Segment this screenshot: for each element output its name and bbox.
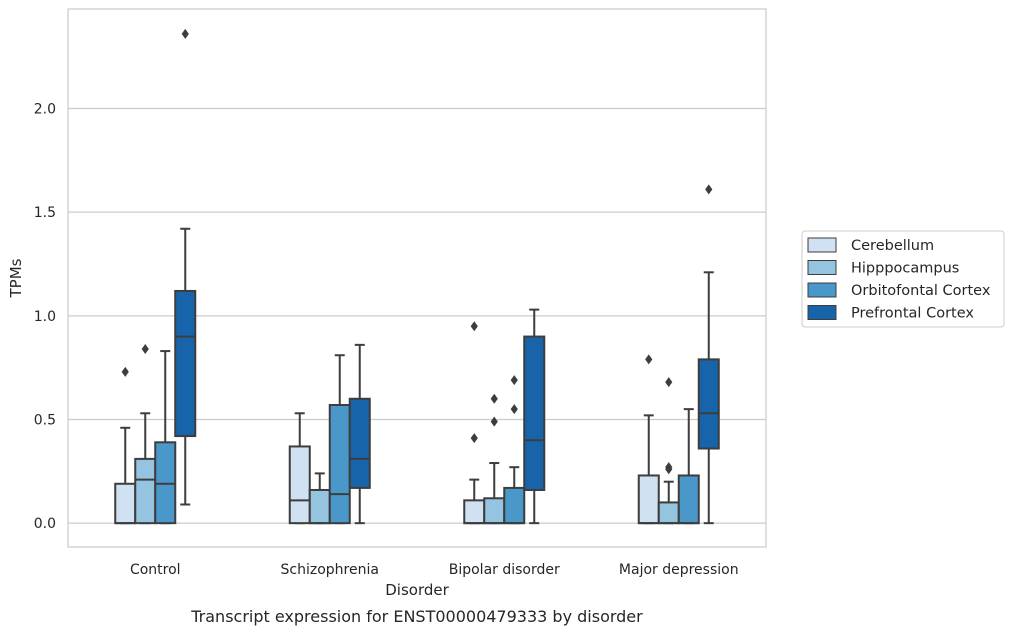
box-prefrontal-cortex bbox=[523, 335, 546, 491]
box-orbitofontal-cortex bbox=[677, 474, 700, 525]
box-group bbox=[637, 184, 720, 525]
outlier-point bbox=[665, 462, 673, 473]
y-tick-label: 0.5 bbox=[34, 412, 56, 428]
box-hipppocampus bbox=[483, 497, 506, 525]
outlier-point bbox=[141, 344, 149, 355]
y-axis-ticks: 0.0 0.5 1.0 1.5 2.0 bbox=[34, 102, 56, 533]
legend-item: Hipppocampus bbox=[807, 260, 959, 277]
box-group bbox=[114, 28, 197, 525]
legend-swatch bbox=[807, 282, 837, 298]
box-prefrontal-cortex bbox=[697, 358, 720, 450]
box-cerebellum bbox=[463, 499, 486, 525]
outlier-point bbox=[470, 321, 478, 332]
outlier-point bbox=[470, 433, 478, 444]
legend-item: Cerebellum bbox=[807, 237, 934, 254]
box-hipppocampus bbox=[308, 488, 331, 525]
legend-label: Hipppocampus bbox=[851, 261, 959, 277]
chart-caption: Transcript expression for ENST0000047933… bbox=[190, 607, 643, 626]
box-prefrontal-cortex bbox=[174, 289, 197, 438]
legend-swatch bbox=[807, 260, 837, 275]
plot-frame bbox=[67, 8, 767, 548]
x-tick-label: Control bbox=[130, 562, 181, 578]
outlier-point bbox=[121, 366, 129, 377]
legend-label: Prefrontal Cortex bbox=[851, 306, 974, 322]
box-cerebellum bbox=[637, 474, 660, 525]
box-group bbox=[463, 308, 546, 525]
box-cerebellum bbox=[114, 482, 137, 525]
outlier-point bbox=[665, 377, 673, 388]
box-prefrontal-cortex bbox=[348, 397, 371, 489]
outlier-point bbox=[645, 354, 653, 365]
legend-label: Cerebellum bbox=[851, 238, 934, 254]
x-tick-label: Bipolar disorder bbox=[449, 562, 560, 578]
x-tick-label: Schizophrenia bbox=[281, 562, 379, 578]
legend-swatch bbox=[807, 305, 837, 320]
y-axis-label: TPMs bbox=[7, 258, 25, 298]
outlier-point bbox=[510, 375, 518, 386]
x-axis-ticks: Control Schizophrenia Bipolar disorder Majo… bbox=[130, 562, 739, 578]
legend-label: Orbitofontal Cortex bbox=[851, 283, 991, 299]
box-group bbox=[288, 343, 371, 525]
outlier-point bbox=[181, 28, 189, 39]
y-tick-label: 0.0 bbox=[34, 516, 56, 532]
legend-swatch bbox=[807, 237, 837, 253]
box-orbitofontal-cortex bbox=[328, 403, 351, 525]
outlier-point bbox=[705, 184, 713, 195]
y-tick-label: 1.5 bbox=[34, 205, 56, 221]
outlier-point bbox=[490, 393, 498, 404]
box-orbitofontal-cortex bbox=[503, 486, 526, 525]
legend: Cerebellum Hipppocampus Orbitofontal Corte… bbox=[801, 230, 1005, 328]
x-axis-label: Disorder bbox=[385, 581, 449, 599]
box-orbitofontal-cortex bbox=[154, 441, 177, 525]
box-hipppocampus bbox=[657, 501, 680, 525]
x-tick-label: Major depression bbox=[619, 562, 739, 578]
legend-item: Prefrontal Cortex bbox=[807, 305, 974, 322]
box-hipppocampus bbox=[134, 457, 157, 525]
y-tick-label: 2.0 bbox=[34, 102, 56, 118]
outlier-point bbox=[490, 416, 498, 427]
box-cerebellum bbox=[288, 445, 311, 525]
box-groups bbox=[114, 28, 720, 525]
legend-item: Orbitofontal Cortex bbox=[807, 282, 991, 299]
legend-frame bbox=[801, 230, 1005, 328]
y-tick-label: 1.0 bbox=[34, 309, 56, 325]
outlier-point bbox=[510, 404, 518, 415]
